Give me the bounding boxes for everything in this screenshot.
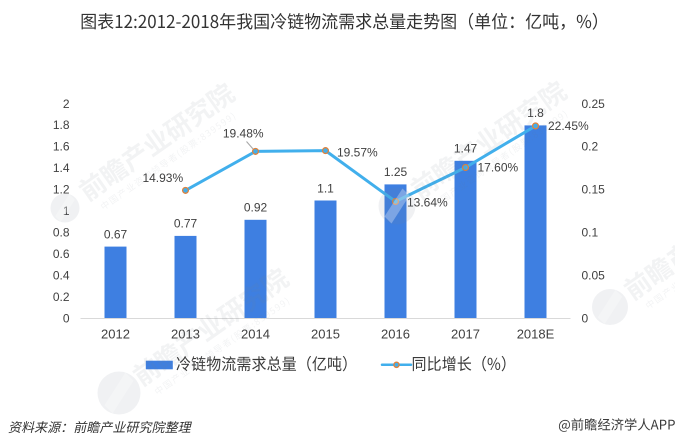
svg-text:0.1: 0.1: [582, 226, 599, 240]
svg-text:0.67: 0.67: [104, 227, 128, 241]
svg-text:22.45%: 22.45%: [548, 119, 589, 133]
svg-text:13.64%: 13.64%: [407, 195, 448, 209]
svg-text:0.15: 0.15: [582, 183, 606, 197]
svg-text:0.2: 0.2: [53, 290, 70, 304]
svg-text:2015: 2015: [311, 327, 340, 342]
svg-text:17.60%: 17.60%: [478, 161, 519, 175]
svg-text:1.25: 1.25: [384, 165, 408, 179]
svg-text:14.93%: 14.93%: [142, 171, 183, 185]
svg-text:0: 0: [582, 311, 589, 325]
svg-text:0.05: 0.05: [582, 268, 606, 282]
svg-text:0.4: 0.4: [53, 268, 70, 282]
svg-text:0.25: 0.25: [582, 97, 606, 111]
svg-text:0.77: 0.77: [174, 217, 198, 231]
svg-text:0.6: 0.6: [53, 247, 70, 261]
svg-text:1.4: 1.4: [53, 161, 70, 175]
svg-text:2018E: 2018E: [517, 327, 555, 342]
svg-text:0.92: 0.92: [244, 201, 268, 215]
svg-text:2: 2: [63, 97, 70, 111]
svg-text:0.2: 0.2: [582, 140, 599, 154]
svg-text:2017: 2017: [451, 327, 480, 342]
svg-text:19.48%: 19.48%: [223, 127, 264, 141]
svg-text:2012: 2012: [101, 327, 130, 342]
svg-text:1: 1: [63, 204, 70, 218]
svg-text:1.1: 1.1: [317, 181, 334, 195]
svg-text:2016: 2016: [381, 327, 410, 342]
svg-text:1.2: 1.2: [53, 183, 70, 197]
svg-text:1.8: 1.8: [53, 118, 70, 132]
svg-text:0: 0: [63, 311, 70, 325]
svg-text:1.6: 1.6: [53, 140, 70, 154]
svg-text:0.8: 0.8: [53, 226, 70, 240]
svg-text:19.57%: 19.57%: [337, 145, 378, 159]
